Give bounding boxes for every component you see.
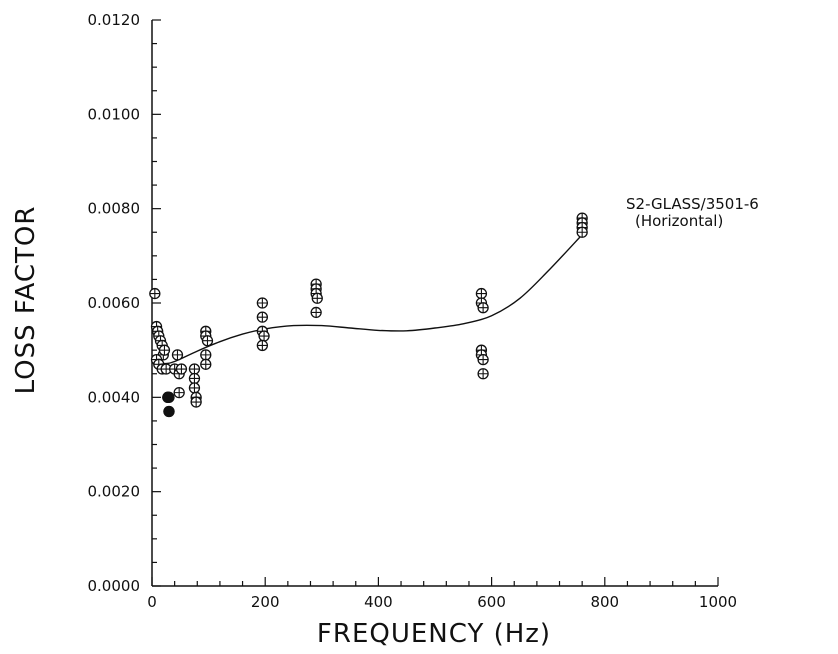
data-point xyxy=(256,297,269,309)
data-point xyxy=(477,368,489,380)
data-point xyxy=(158,344,171,356)
data-point xyxy=(310,306,322,319)
x-tick-label: 400 xyxy=(364,593,393,611)
data-point xyxy=(311,292,323,304)
x-tick-label: 800 xyxy=(590,593,619,611)
y-tick-label: 0.0120 xyxy=(88,11,141,29)
y-tick-label: 0.0080 xyxy=(88,200,141,218)
data-point xyxy=(175,363,188,375)
orientation-annotation: (Horizontal) xyxy=(635,212,723,230)
data-point xyxy=(188,372,201,385)
x-tick-label: 600 xyxy=(477,593,506,611)
y-tick-label: 0.0060 xyxy=(88,294,141,312)
data-point xyxy=(190,396,202,408)
data-point xyxy=(171,349,184,361)
minor-ticks xyxy=(151,19,719,587)
data-point xyxy=(149,287,161,300)
data-point xyxy=(163,405,175,418)
y-tick-label: 0.0040 xyxy=(88,388,141,406)
data-point xyxy=(188,382,201,394)
data-point xyxy=(477,353,489,366)
x-tick-labels: 0 200 400 600 800 1000 xyxy=(147,593,737,611)
y-tick-label: 0.0020 xyxy=(88,483,141,501)
data-point xyxy=(258,330,270,342)
fit-curve xyxy=(151,234,583,365)
data-point xyxy=(162,391,174,403)
data-point xyxy=(576,226,588,238)
data-point xyxy=(188,363,201,375)
y-tick-label: 0.0000 xyxy=(88,577,141,595)
x-tick-label: 200 xyxy=(251,593,280,611)
data-point xyxy=(173,386,185,399)
y-axis-title: LOSS FACTOR xyxy=(11,206,41,395)
material-annotation: S2-GLASS/3501-6 xyxy=(626,195,759,213)
x-tick-label: 1000 xyxy=(699,593,737,611)
data-point xyxy=(200,349,212,361)
data-point xyxy=(256,339,269,352)
data-point xyxy=(256,311,269,323)
data-point xyxy=(200,358,212,370)
y-tick-label: 0.0100 xyxy=(88,105,141,123)
x-tick-label: 0 xyxy=(147,593,157,611)
data-point xyxy=(201,335,214,347)
data-point xyxy=(477,302,489,314)
data-points xyxy=(149,212,588,418)
data-point xyxy=(475,287,488,300)
x-axis-title: FREQUENCY (Hz) xyxy=(317,619,551,649)
y-tick-labels: 0.0000 0.0020 0.0040 0.0060 0.0080 0.010… xyxy=(88,11,141,595)
